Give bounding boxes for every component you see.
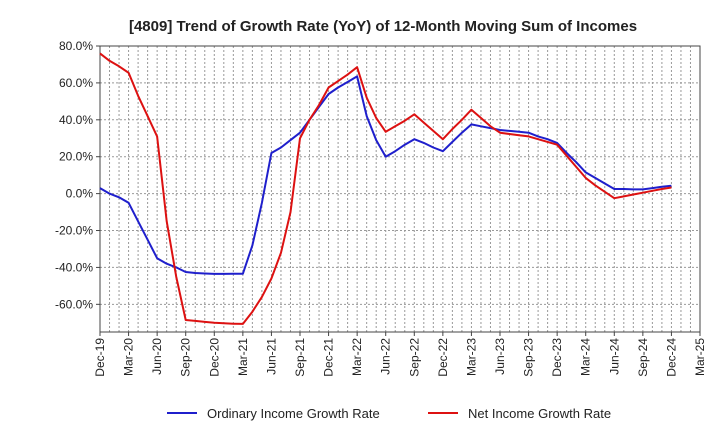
plot-area <box>99 45 701 333</box>
x-tick-label: Jun-22 <box>379 338 393 375</box>
y-tick-label: 20.0% <box>59 150 93 164</box>
y-tick-label: -20.0% <box>55 224 93 238</box>
legend-label: Net Income Growth Rate <box>468 406 611 421</box>
y-tick-label: -40.0% <box>55 260 93 274</box>
x-tick-label: Sep-20 <box>179 338 193 377</box>
x-tick-label: Jun-23 <box>493 338 507 375</box>
x-tick-label: Mar-23 <box>464 338 478 376</box>
x-tick-label: Jun-20 <box>150 338 164 375</box>
x-tick-label: Dec-22 <box>436 338 450 377</box>
series-line-net-income <box>99 52 672 325</box>
x-tick-label: Dec-23 <box>550 338 564 377</box>
x-tick-label: Mar-21 <box>236 338 250 376</box>
x-tick-label: Sep-22 <box>407 338 421 377</box>
x-tick-label: Sep-21 <box>293 338 307 377</box>
legend: Ordinary Income Growth Rate Net Income Gr… <box>167 406 611 421</box>
y-tick-label: 60.0% <box>59 76 93 90</box>
y-axis: 80.0% 60.0% 40.0% 20.0% 0.0% -20.0% -40.0% -60.… <box>55 39 100 311</box>
x-tick-label: Sep-24 <box>636 338 650 377</box>
y-tick-label: 80.0% <box>59 39 93 53</box>
x-tick-label: Sep-23 <box>522 338 536 377</box>
legend-label: Ordinary Income Growth Rate <box>207 406 380 421</box>
grid <box>99 45 701 332</box>
x-tick-label: Jun-24 <box>607 338 621 375</box>
x-tick-label: Dec-19 <box>93 338 107 377</box>
y-tick-label: 0.0% <box>66 187 94 201</box>
series-line-ordinary-income <box>99 75 672 275</box>
y-tick-label: -60.0% <box>55 297 93 311</box>
x-tick-label: Dec-21 <box>322 338 336 377</box>
x-tick-label: Mar-20 <box>122 338 136 376</box>
chart-title: [4809] Trend of Growth Rate (YoY) of 12-… <box>129 18 637 35</box>
y-tick-label: 40.0% <box>59 113 93 127</box>
x-tick-label: Jun-21 <box>264 338 278 375</box>
x-tick-label: Mar-22 <box>350 338 364 376</box>
x-tick-label: Mar-24 <box>579 338 593 376</box>
x-tick-label: Mar-25 <box>693 338 707 376</box>
x-axis: Dec-19 Mar-20 Jun-20 Sep-20 Dec-20 Mar-21 Jun-… <box>93 332 707 377</box>
series-lines <box>99 52 672 325</box>
x-tick-label: Dec-20 <box>207 338 221 377</box>
x-tick-label: Dec-24 <box>664 338 678 377</box>
